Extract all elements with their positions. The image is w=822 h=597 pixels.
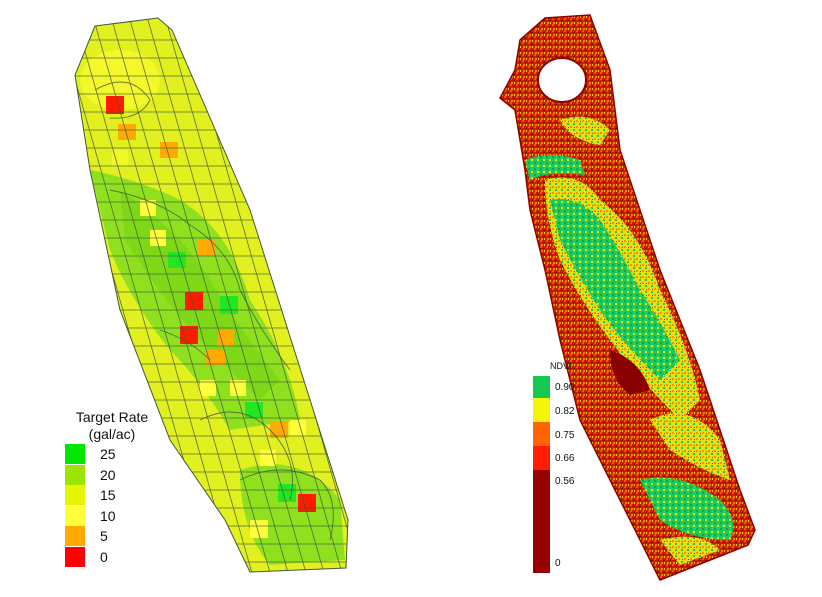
ndvi-label-0.56: 0.56 — [555, 476, 575, 487]
legend-title: Target Rate (gal/ac) — [62, 409, 162, 443]
field-hole — [537, 57, 587, 103]
ndvi-map — [499, 14, 756, 581]
prescription-map — [74, 17, 349, 573]
ndvi-label-0: 0 — [555, 558, 561, 569]
legend-swatch-5 — [65, 526, 85, 546]
ndvi-label-0.75: 0.75 — [555, 430, 575, 441]
rate-cells — [106, 96, 316, 538]
legend-title-line2: (gal/ac) — [88, 426, 136, 442]
ndvi-colorbar-0.75 — [533, 422, 550, 446]
ndvi-label-0.90: 0.90 — [555, 382, 575, 393]
ndvi-colorbar-0.90 — [533, 376, 550, 398]
ndvi-colorbar-0.66 — [533, 446, 550, 470]
ndvi-colorbar — [533, 376, 550, 573]
legend-swatch-0 — [65, 546, 85, 567]
ndvi-legend-title: NDVI — [550, 361, 572, 371]
ndvi-label-0.66: 0.66 — [555, 453, 575, 464]
legend-label-10: 10 — [100, 507, 116, 524]
legend-label-25: 25 — [100, 446, 116, 462]
legend-label-20: 20 — [100, 466, 116, 483]
legend-label-5: 5 — [100, 528, 108, 544]
legend-swatch-25 — [65, 444, 85, 464]
zone-outlines — [94, 81, 334, 541]
legend-swatch-20 — [65, 464, 85, 485]
legend-swatch-10 — [65, 505, 85, 526]
ndvi-colorbar-low — [533, 470, 550, 573]
legend-title-line1: Target Rate — [75, 409, 149, 425]
legend-label-15: 15 — [100, 487, 116, 503]
legend-label-0: 0 — [100, 548, 108, 565]
ndvi-label-0.82: 0.82 — [555, 406, 575, 417]
legend-swatch-15 — [65, 485, 85, 505]
ndvi-colorbar-0.82 — [533, 398, 550, 422]
